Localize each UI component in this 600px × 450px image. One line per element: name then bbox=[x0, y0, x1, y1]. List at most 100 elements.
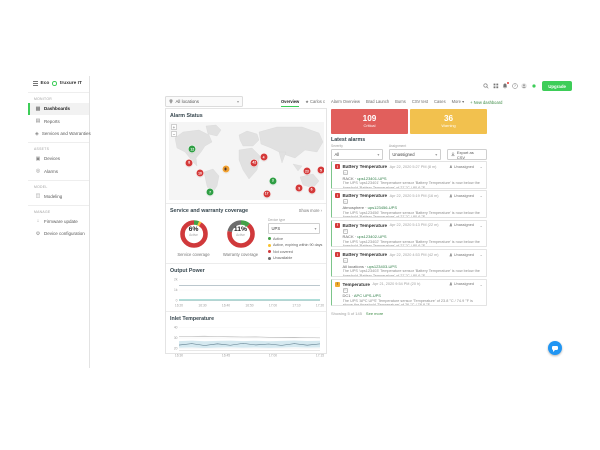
assignment-badge[interactable]: Unassigned bbox=[449, 253, 474, 257]
sidebar-section-label: Assets bbox=[28, 142, 89, 153]
severity-filter-select[interactable]: All ▾ bbox=[331, 149, 383, 160]
sidebar-item-label: Services and Warranties bbox=[41, 131, 91, 137]
svg-text:17:00: 17:00 bbox=[269, 304, 277, 308]
map-marker-critical[interactable]: 23 bbox=[303, 167, 311, 175]
expand-chevron-icon[interactable]: ⌄ bbox=[479, 193, 483, 199]
sidebar-item-alarms[interactable]: ◎ Alarms bbox=[28, 165, 89, 178]
alarm-list-item[interactable]: ! Battery Temperature Apr 22, 2020 4:53 PM… bbox=[331, 249, 487, 277]
map-marker-critical[interactable]: 6 bbox=[308, 186, 316, 194]
alarm-list-item[interactable]: ! Battery Temperature Apr 22, 2020 5:19 PM… bbox=[331, 190, 487, 218]
user-avatar[interactable] bbox=[521, 83, 527, 89]
location-filter-select[interactable]: All locations ▾ bbox=[165, 96, 243, 107]
tab-brad-launch[interactable]: Brad Launch bbox=[365, 98, 390, 104]
sidebar-section-label: Model bbox=[28, 179, 89, 191]
new-dashboard-button[interactable]: + New dashboard bbox=[470, 99, 503, 105]
chevron-down-icon: ▾ bbox=[236, 99, 239, 104]
search-icon[interactable] bbox=[483, 83, 489, 89]
notifications-bell-icon[interactable] bbox=[502, 82, 510, 89]
svg-text:16:20: 16:20 bbox=[175, 304, 183, 308]
alarm-device-link[interactable]: ups123401-UPS bbox=[357, 175, 387, 181]
alarm-list-item[interactable]: ! Battery Temperature Apr 22, 2020 5:13 PM… bbox=[331, 219, 487, 248]
world-map[interactable]: + − 12 8 10 42 4 3 17 23 9 6 5 7 bbox=[169, 122, 324, 200]
sidebar-section-label: Monitor bbox=[28, 92, 89, 103]
assignment-badge[interactable]: Unassigned bbox=[449, 165, 474, 169]
expand-chevron-icon[interactable]: ⌄ bbox=[479, 222, 483, 228]
coverage-content: 6% Active Service coverage 11% Active Wa… bbox=[166, 217, 326, 260]
assignment-filter-label: Assignment bbox=[388, 144, 407, 148]
chat-help-button[interactable] bbox=[548, 341, 562, 355]
map-marker-critical[interactable]: 5 bbox=[317, 166, 324, 174]
service-coverage-ring bbox=[179, 220, 208, 248]
map-marker-critical[interactable]: 17 bbox=[263, 190, 271, 198]
map-zoom-out-button[interactable]: − bbox=[171, 130, 177, 137]
assignment-filter-select[interactable]: Unassigned ▾ bbox=[388, 149, 441, 160]
sidebar-item-reports[interactable]: ▤ Reports bbox=[28, 115, 89, 128]
output-power-title: Output Power bbox=[170, 268, 205, 275]
legend-item: Active bbox=[268, 237, 320, 241]
map-marker-ok[interactable]: 7 bbox=[206, 188, 214, 196]
assignment-badge[interactable]: Unassigned bbox=[449, 223, 474, 227]
device-type-select[interactable]: UPS ▾ bbox=[268, 223, 320, 234]
sidebar-item-services-and-warranties[interactable]: ◈ Services and Warranties bbox=[28, 128, 91, 141]
inlet-temperature-chart: 20 30 40 16:30 16:45 17:00 17:15 bbox=[174, 326, 324, 358]
sidebar-item-modeling[interactable]: ◫ Modeling bbox=[28, 190, 89, 203]
svg-text:17:00: 17:00 bbox=[269, 354, 277, 358]
sidebar-item-dashboards[interactable]: ▦ Dashboards bbox=[28, 102, 89, 115]
alarm-device-link[interactable]: APC UPS-UPS bbox=[353, 293, 381, 299]
see-more-link[interactable]: See more bbox=[365, 311, 384, 316]
alarm-list-item[interactable]: ! Temperature Apr 21, 2020 9:54 PM (20 h) U… bbox=[331, 278, 487, 307]
sidebar-item-firmware-update[interactable]: ↓ Firmware update bbox=[28, 215, 89, 228]
legend-label: Not covered bbox=[273, 249, 293, 254]
alarm-description: The UPS 'ups123402' Temperature sensor '… bbox=[342, 239, 480, 248]
assignment-badge[interactable]: Unassigned bbox=[449, 282, 474, 286]
map-marker-critical[interactable]: 8 bbox=[185, 159, 193, 167]
service-coverage-caption: Service coverage bbox=[177, 252, 210, 257]
tab-more-[interactable]: More ▾ bbox=[451, 98, 465, 104]
alarm-list-item[interactable]: ! Battery Temperature Apr 22, 2020 5:27 PM… bbox=[331, 161, 487, 189]
alarm-device-link[interactable]: ups123402-UPS bbox=[357, 234, 387, 240]
tab-cases[interactable]: Cases bbox=[434, 98, 446, 104]
expand-chevron-icon[interactable]: ⌄ bbox=[479, 164, 483, 169]
map-marker-critical[interactable]: 4 bbox=[260, 153, 268, 161]
alarm-location-device: RACK · ups123402-UPS bbox=[342, 234, 387, 240]
alarm-title: Temperature bbox=[342, 281, 371, 287]
life-is-on-swirl-icon bbox=[52, 81, 57, 86]
svg-text:30: 30 bbox=[174, 337, 178, 341]
warning-alarms-card[interactable]: 36 Warning bbox=[410, 109, 487, 134]
alarm-device-link[interactable]: ups123456-UPS bbox=[367, 204, 397, 210]
upgrade-button[interactable]: Upgrade bbox=[542, 81, 572, 92]
export-csv-button[interactable]: Export as CSV bbox=[446, 149, 487, 160]
alarm-location: DC1 bbox=[342, 293, 351, 299]
map-marker-ok[interactable]: 12 bbox=[188, 145, 196, 153]
critical-alarms-card[interactable]: 109 Critical bbox=[331, 109, 408, 134]
coverage-show-more-link[interactable]: Show more › bbox=[298, 208, 322, 213]
sidebar-item-device-configuration[interactable]: ⚙ Device configuration bbox=[28, 228, 89, 241]
map-marker-ok[interactable]: 3 bbox=[269, 177, 277, 184]
alarm-device-link[interactable]: ups123403-UPS bbox=[367, 263, 397, 269]
tab-alarm-overview[interactable]: Alarm Overview bbox=[331, 98, 360, 104]
assignment-badge[interactable]: Unassigned bbox=[449, 194, 474, 198]
alarm-description: The UPS 'ups123401' Temperature sensor '… bbox=[342, 181, 480, 189]
output-power-chart: 0 1k 2k 16:20 16:30 16:40 16:50 17:00 17:10 17:20 bbox=[174, 278, 324, 308]
tab--carlos-c[interactable]: ★ Carlos c bbox=[305, 98, 326, 104]
menu-hamburger-icon[interactable] bbox=[33, 81, 38, 86]
expand-chevron-icon[interactable]: ⌄ bbox=[479, 252, 483, 258]
expand-chevron-icon[interactable]: ⌄ bbox=[479, 281, 483, 287]
svg-text:2k: 2k bbox=[174, 278, 178, 282]
alarm-list-footer: Showing 5 of 145 See more bbox=[331, 311, 487, 316]
map-marker-critical[interactable]: 42 bbox=[250, 159, 258, 167]
warning-label: Warning bbox=[441, 123, 456, 129]
sidebar-item-devices[interactable]: ▣ Devices bbox=[28, 153, 89, 166]
map-marker-critical[interactable]: 9 bbox=[295, 184, 303, 192]
map-marker-critical[interactable]: 10 bbox=[196, 169, 204, 177]
tab-burns[interactable]: Burns bbox=[395, 98, 406, 104]
help-icon[interactable]: ? bbox=[511, 83, 518, 89]
app-logo[interactable]: Eco truxure IT bbox=[28, 76, 89, 90]
tab-csv-test[interactable]: CSV test bbox=[411, 98, 429, 104]
map-zoom-in-button[interactable]: + bbox=[171, 124, 177, 130]
apps-grid-icon[interactable] bbox=[493, 83, 499, 89]
map-marker-warning[interactable] bbox=[222, 165, 230, 173]
svg-text:40: 40 bbox=[174, 326, 178, 330]
tab-overview[interactable]: Overview bbox=[281, 99, 300, 107]
alarm-timestamp: Apr 22, 2020 5:27 PM (8 m) bbox=[389, 164, 437, 169]
